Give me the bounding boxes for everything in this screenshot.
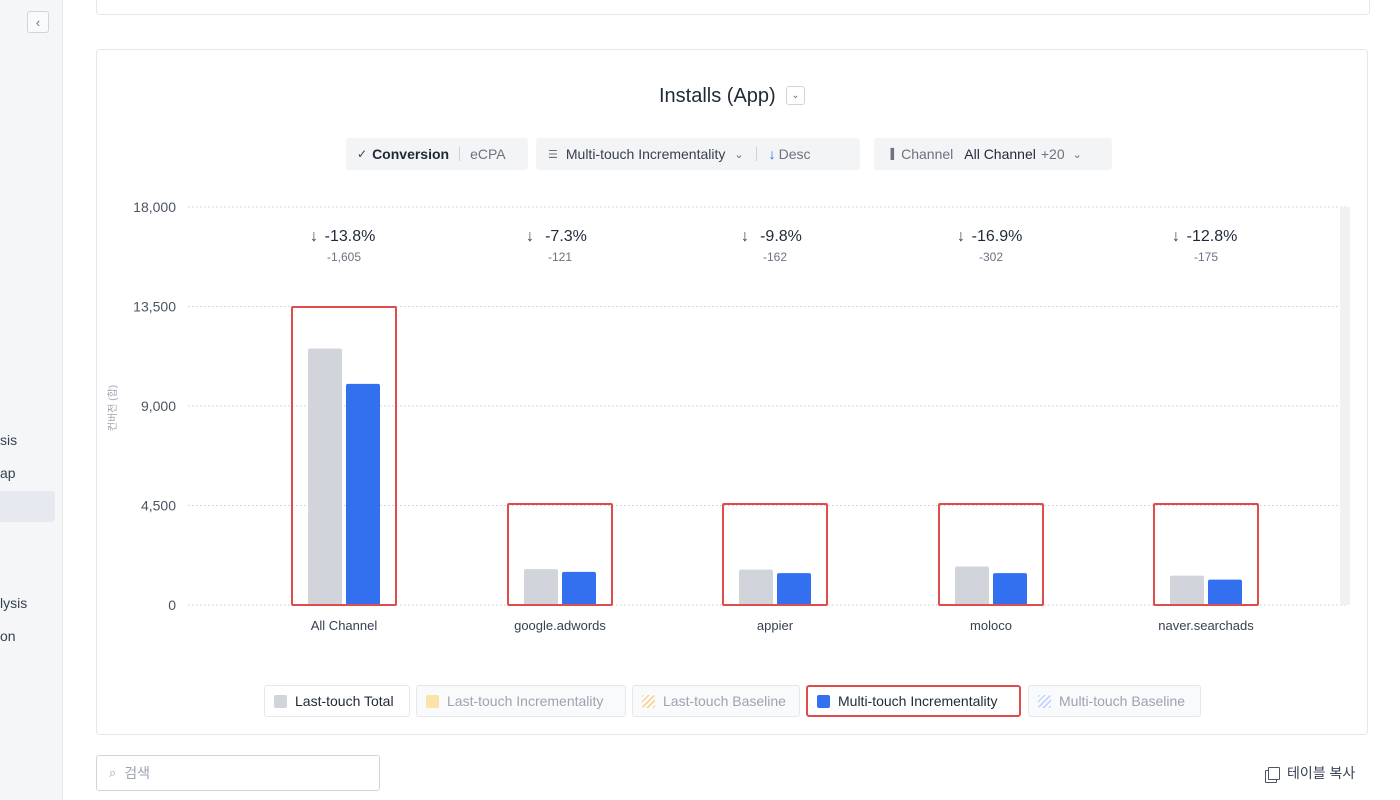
legend-label: Multi-touch Incrementality [838, 693, 998, 709]
metric-toggle: ✓ Conversion eCPA [346, 138, 528, 170]
sidebar-item-analysis[interactable]: sis [0, 432, 18, 448]
table-copy-button[interactable]: 테이블 복사 [1268, 763, 1355, 783]
sidebar-item-map[interactable]: ap [0, 465, 16, 481]
sort-field-select[interactable]: Multi-touch Incrementality [565, 146, 726, 162]
legend-label: Last-touch Incrementality [447, 693, 604, 709]
legend-item[interactable]: Last-touch Total [264, 685, 410, 717]
table-copy-label: 테이블 복사 [1287, 765, 1356, 781]
legend-item[interactable]: Multi-touch Baseline [1028, 685, 1201, 717]
legend-label: Multi-touch Baseline [1059, 693, 1186, 709]
chart-title: Installs (App) [659, 85, 776, 107]
sort-control: ☰ Multi-touch Incrementality ⌄ ↓ Desc [536, 138, 860, 170]
bar-chart-icon: ▐ [887, 148, 895, 160]
legend-item[interactable]: Last-touch Baseline [632, 685, 800, 717]
metric-ecpa-option[interactable]: eCPA [470, 146, 506, 162]
legend-item[interactable]: Last-touch Incrementality [416, 685, 626, 717]
title-dropdown-button[interactable]: ⌄ [786, 86, 805, 105]
legend-item[interactable]: Multi-touch Incrementality [806, 685, 1021, 717]
filter-label: Channel [901, 146, 954, 162]
search-input[interactable] [122, 764, 347, 782]
legend-swatch [1038, 694, 1051, 708]
legend-swatch [274, 694, 287, 708]
sidebar: ‹ sis ap lysis on [0, 0, 63, 800]
channel-filter[interactable]: ▐ Channel All Channel +20 ⌄ [874, 138, 1112, 170]
sidebar-item-analysis-2[interactable]: lysis [0, 595, 28, 611]
filter-value: All Channel [964, 146, 1036, 162]
legend-label: Last-touch Baseline [663, 693, 786, 709]
legend-swatch [642, 694, 655, 708]
metric-conversion-option[interactable]: Conversion [372, 146, 450, 162]
sort-order-toggle[interactable]: Desc [778, 146, 811, 162]
check-icon: ✓ [357, 147, 368, 161]
arrow-down-icon: ↓ [768, 146, 776, 162]
divider [459, 147, 461, 161]
search-icon: ⌕ [109, 765, 117, 780]
copy-icon [1268, 766, 1280, 780]
filter-extra-count: +20 [1040, 146, 1065, 162]
chevron-down-icon: ⌄ [791, 90, 800, 101]
legend-swatch [817, 694, 830, 708]
legend-label: Last-touch Total [295, 693, 394, 709]
sidebar-collapse-button[interactable]: ‹ [27, 11, 49, 33]
divider [755, 147, 757, 161]
chevron-left-icon: ‹ [35, 14, 41, 30]
sort-icon: ☰ [548, 148, 558, 161]
sidebar-item-option[interactable]: on [0, 628, 16, 644]
search-box[interactable]: ⌕ [96, 755, 380, 791]
legend-swatch [426, 694, 439, 708]
sidebar-item-active[interactable] [0, 491, 55, 522]
chevron-down-icon: ⌄ [734, 148, 744, 161]
chevron-down-icon: ⌄ [1072, 148, 1082, 161]
top-card [96, 0, 1370, 15]
